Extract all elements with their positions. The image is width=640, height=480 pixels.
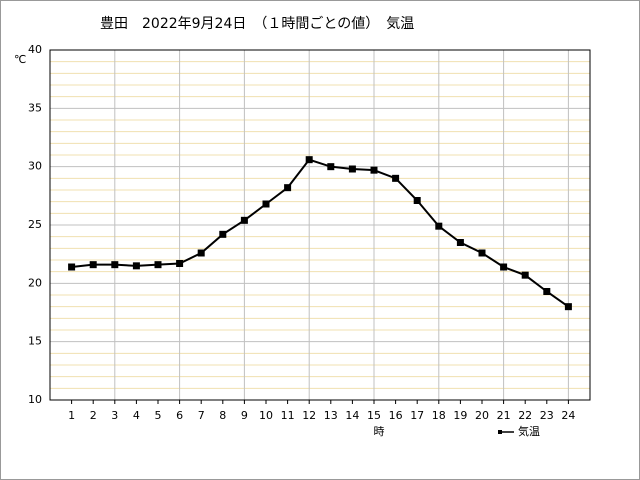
y-tick-label: 10 bbox=[28, 393, 42, 406]
y-tick-label: 25 bbox=[28, 218, 42, 231]
x-tick-label: 1 bbox=[68, 409, 75, 422]
data-point bbox=[219, 230, 227, 238]
legend-marker bbox=[498, 430, 502, 434]
data-point bbox=[478, 249, 486, 257]
x-tick-label: 24 bbox=[561, 409, 575, 422]
x-tick-label: 21 bbox=[497, 409, 511, 422]
y-tick-label: 20 bbox=[28, 276, 42, 289]
y-tick-label: 30 bbox=[28, 160, 42, 173]
data-point bbox=[262, 200, 270, 208]
y-tick-label: 35 bbox=[28, 101, 42, 114]
y-tick-label: 15 bbox=[28, 335, 42, 348]
data-point bbox=[68, 263, 76, 271]
x-tick-label: 22 bbox=[518, 409, 532, 422]
x-tick-label: 2 bbox=[90, 409, 97, 422]
y-axis-label: ℃ bbox=[14, 53, 26, 66]
data-point bbox=[240, 216, 248, 224]
x-tick-label: 12 bbox=[302, 409, 316, 422]
x-tick-label: 13 bbox=[324, 409, 338, 422]
data-point bbox=[370, 166, 378, 174]
x-axis-label: 時 bbox=[374, 425, 385, 438]
data-point bbox=[521, 271, 529, 279]
chart-title: 豊田 2022年9月24日 （１時間ごとの値） 気温 bbox=[100, 16, 414, 32]
x-tick-label: 7 bbox=[198, 409, 205, 422]
legend-label: 気温 bbox=[518, 424, 540, 438]
x-tick-label: 8 bbox=[219, 409, 226, 422]
x-tick-label: 4 bbox=[133, 409, 140, 422]
x-tick-label: 14 bbox=[345, 409, 359, 422]
data-point bbox=[456, 239, 464, 246]
x-tick-label: 3 bbox=[111, 409, 118, 422]
data-point bbox=[89, 261, 97, 269]
data-point bbox=[348, 165, 356, 173]
x-tick-label: 23 bbox=[540, 409, 554, 422]
data-point bbox=[111, 261, 119, 269]
data-point bbox=[305, 156, 313, 164]
data-point bbox=[435, 222, 443, 230]
x-tick-label: 15 bbox=[367, 409, 381, 422]
x-tick-label: 11 bbox=[281, 409, 295, 422]
data-point bbox=[176, 260, 184, 267]
plot-border bbox=[49, 49, 591, 401]
data-point bbox=[154, 261, 162, 269]
x-tick-label: 9 bbox=[241, 409, 248, 422]
x-tick-label: 19 bbox=[453, 409, 467, 422]
x-tick-label: 10 bbox=[259, 409, 273, 422]
x-tick-label: 18 bbox=[432, 409, 446, 422]
data-point bbox=[197, 249, 205, 257]
data-point bbox=[284, 184, 292, 192]
data-point bbox=[392, 174, 400, 182]
data-point bbox=[543, 288, 551, 295]
data-point bbox=[564, 303, 572, 311]
y-tick-label: 40 bbox=[28, 43, 42, 56]
data-point bbox=[132, 262, 140, 270]
data-point bbox=[327, 163, 335, 171]
series-line bbox=[71, 158, 569, 308]
x-tick-label: 20 bbox=[475, 409, 489, 422]
x-tick-label: 16 bbox=[389, 409, 403, 422]
x-tick-label: 17 bbox=[410, 409, 424, 422]
x-tick-label: 5 bbox=[155, 409, 162, 422]
x-tick-label: 6 bbox=[176, 409, 183, 422]
data-point bbox=[500, 263, 508, 271]
data-point bbox=[413, 197, 421, 204]
